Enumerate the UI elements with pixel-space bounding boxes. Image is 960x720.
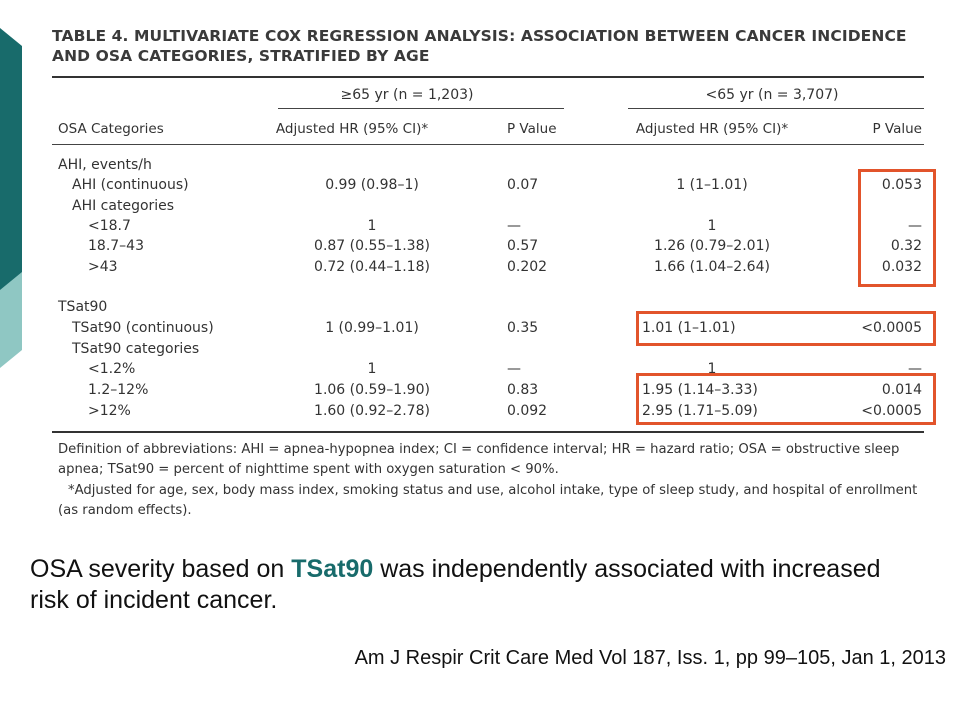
p-under-65: 0.032 <box>881 259 922 275</box>
row-label: TSat90 <box>58 299 108 315</box>
summary-highlight: TSat90 <box>291 555 374 583</box>
highlight-box-ahi-p-values <box>858 169 936 287</box>
row-label: AHI categories <box>72 198 175 214</box>
row-label: TSat90 (continuous) <box>72 320 214 336</box>
footnote-adjustment: *Adjusted for age, sex, body mass index,… <box>58 483 918 518</box>
col-header-hr-65-plus: Adjusted HR (95% CI)* <box>275 121 429 137</box>
highlight-box-tsat-continuous <box>636 311 936 346</box>
p-under-65: 0.014 <box>881 382 922 398</box>
summary-text: OSA severity based on TSat90 was indepen… <box>30 555 881 614</box>
p-65-plus: — <box>507 361 521 377</box>
row-label: >43 <box>88 259 118 275</box>
table-title: TABLE 4. MULTIVARIATE COX REGRESSION ANA… <box>52 27 907 65</box>
row-label: 18.7–43 <box>88 238 144 254</box>
hr-under-65: 1.26 (0.79–2.01) <box>654 238 770 254</box>
hr-under-65: 1 <box>707 218 717 234</box>
p-under-65: 0.32 <box>890 238 922 254</box>
group-rule-under-65 <box>628 108 924 109</box>
p-65-plus: 0.092 <box>507 403 548 419</box>
hr-under-65: 1.66 (1.04–2.64) <box>654 259 770 275</box>
row-label: AHI (continuous) <box>72 177 189 193</box>
table-top-rule <box>52 76 924 78</box>
group-rule-65-plus <box>278 108 564 109</box>
p-under-65: <0.0005 <box>861 403 922 419</box>
hr-65-plus: 0.72 (0.44–1.18) <box>314 259 430 275</box>
results-table: TABLE 4. MULTIVARIATE COX REGRESSION ANA… <box>52 26 936 518</box>
p-under-65: 0.053 <box>881 177 922 193</box>
hr-65-plus: 1.60 (0.92–2.78) <box>314 403 430 419</box>
col-header-hr-under-65: Adjusted HR (95% CI)* <box>635 121 789 137</box>
hr-65-plus: 0.87 (0.55–1.38) <box>314 238 430 254</box>
col-header-osa-categories: OSA Categories <box>58 121 164 137</box>
row-label: <18.7 <box>88 218 131 234</box>
row-label: <1.2% <box>88 361 136 377</box>
col-header-p-65-plus: P Value <box>507 121 557 137</box>
row-label: 1.2–12% <box>88 382 149 398</box>
hr-under-65: 1.01 (1–1.01) <box>642 320 736 336</box>
hr-65-plus: 1.06 (0.59–1.90) <box>314 382 430 398</box>
hr-under-65: 1.95 (1.14–3.33) <box>642 382 758 398</box>
p-65-plus: 0.57 <box>507 238 539 254</box>
slide-accent-shape <box>0 28 22 368</box>
row-label: TSat90 categories <box>72 341 200 357</box>
group-header-under-65: <65 yr (n = 3,707) <box>705 87 839 103</box>
hr-65-plus: 1 <box>367 218 377 234</box>
citation: Am J Respir Crit Care Med Vol 187, Iss. … <box>354 647 946 669</box>
p-under-65: — <box>908 218 922 234</box>
p-65-plus: 0.07 <box>507 177 539 193</box>
p-65-plus: 0.35 <box>507 320 539 336</box>
row-label: AHI, events/h <box>58 157 152 173</box>
hr-under-65: 2.95 (1.71–5.09) <box>642 403 758 419</box>
p-65-plus: 0.83 <box>507 382 539 398</box>
hr-65-plus: 1 <box>367 361 377 377</box>
row-label: >12% <box>88 403 131 419</box>
highlight-box-tsat-categories <box>636 373 936 425</box>
table-bottom-rule <box>52 431 924 433</box>
p-65-plus: — <box>507 218 521 234</box>
p-under-65: <0.0005 <box>861 320 922 336</box>
group-header-65-plus: ≥65 yr (n = 1,203) <box>340 87 474 103</box>
hr-65-plus: 1 (0.99–1.01) <box>325 320 419 336</box>
header-bottom-rule <box>52 144 924 145</box>
footnote-abbreviations: Definition of abbreviations: AHI = apnea… <box>58 442 900 477</box>
p-65-plus: 0.202 <box>507 259 548 275</box>
hr-under-65: 1 <box>707 361 717 377</box>
hr-65-plus: 0.99 (0.98–1) <box>325 177 419 193</box>
hr-under-65: 1 (1–1.01) <box>676 177 748 193</box>
col-header-p-under-65: P Value <box>872 121 922 137</box>
